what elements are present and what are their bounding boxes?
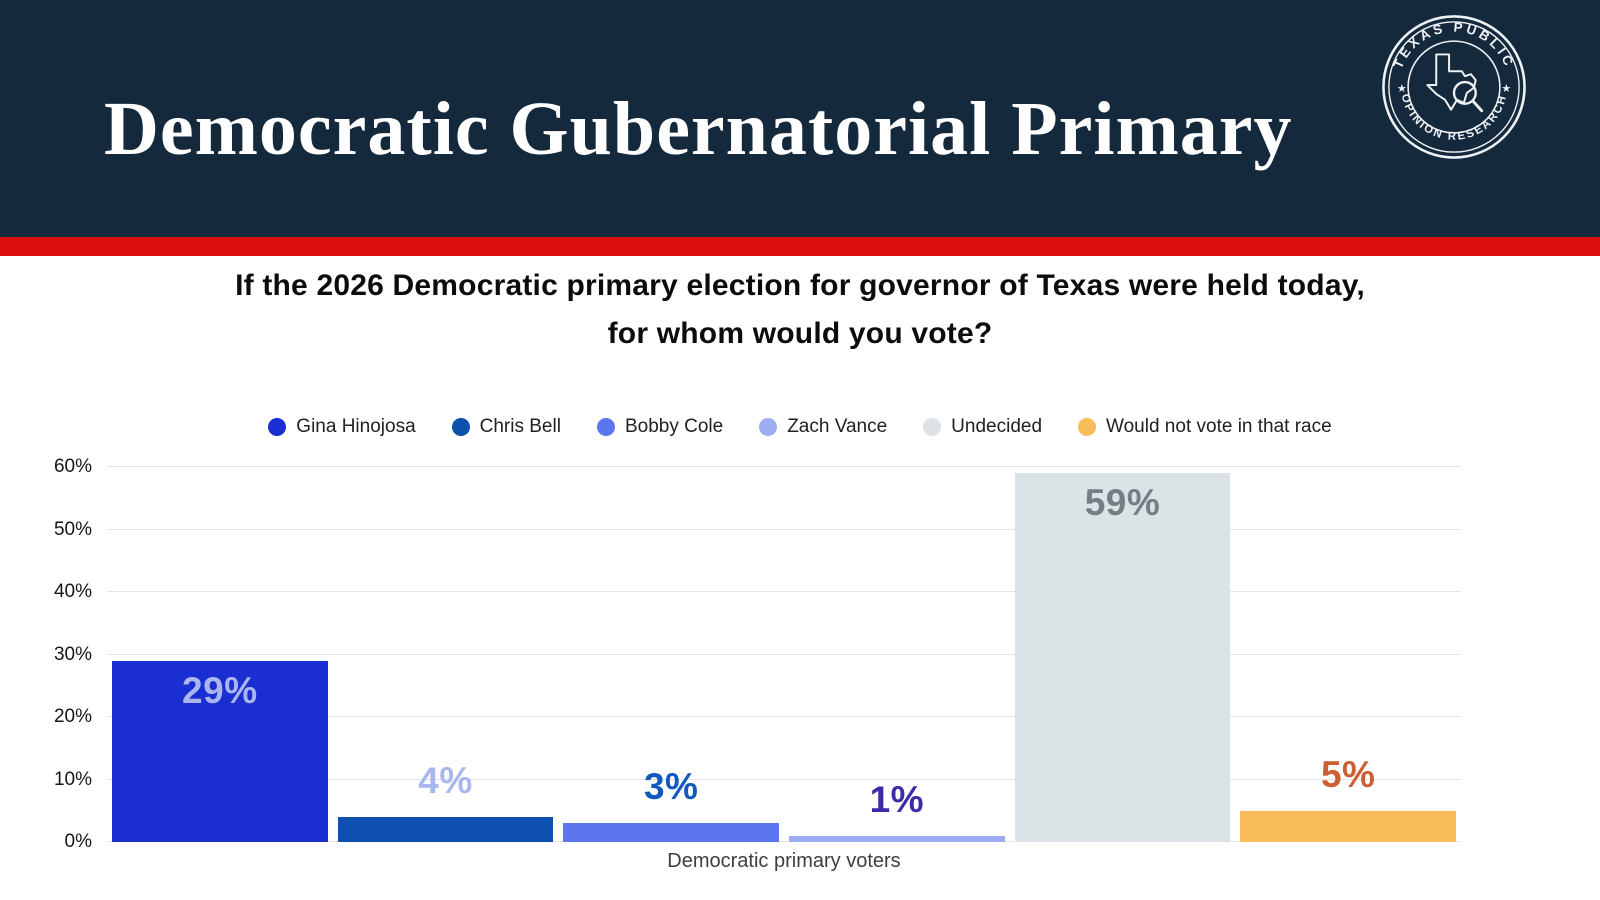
bar-slot-zach-vance: 1% — [784, 467, 1010, 842]
bar-slot-undecided: 59% — [1010, 467, 1236, 842]
bar — [111, 660, 328, 842]
bar-value-label: 4% — [418, 760, 473, 801]
y-axis-tick: 0% — [64, 831, 92, 852]
legend-swatch-icon — [268, 418, 287, 436]
texas-public-opinion-research-logo: TEXAS PUBLIC OPINION RESEARCH ★ ★ — [1382, 15, 1526, 159]
bar — [1014, 473, 1231, 842]
y-axis-tick: 10% — [53, 768, 92, 790]
bar-value-label: 59% — [1084, 482, 1161, 524]
header-banner: Democratic Gubernatorial Primary TEXAS P… — [0, 0, 1600, 237]
legend-label: Gina Hinojosa — [296, 416, 416, 437]
logo-text-top: TEXAS PUBLIC — [1390, 19, 1517, 70]
bar-value-label: 29% — [182, 669, 258, 711]
bar — [788, 835, 1005, 842]
gridline — [107, 466, 1461, 467]
legend-swatch-icon — [596, 418, 615, 436]
y-axis-tick-labels: 0% 10% 20% 30% 40% 50% 60% — [0, 457, 92, 852]
legend-item: Undecided — [923, 416, 1042, 438]
gridline — [107, 841, 1461, 842]
bar — [337, 817, 554, 842]
red-accent-stripe — [0, 237, 1600, 256]
y-axis-tick: 40% — [53, 581, 92, 602]
bar-slot-chris-bell: 4% — [333, 467, 559, 842]
x-axis-label: Democratic primary voters — [667, 850, 901, 872]
gridline — [107, 716, 1461, 717]
legend-swatch-icon — [759, 418, 778, 436]
bar-chart-plot-area: 29% 4% 3% 1% 59% 5% — [107, 466, 1461, 842]
logo-star-left: ★ — [1397, 83, 1407, 95]
bar-slot-would-not-vote-in-that-race: 5% — [1235, 467, 1461, 842]
y-axis-tick: 60% — [53, 456, 92, 477]
bar-value-label: 5% — [1320, 753, 1376, 795]
legend-item: Chris Bell — [451, 416, 561, 438]
page-title: Democratic Gubernatorial Primary — [104, 87, 1293, 171]
bar-value-label: 3% — [643, 766, 699, 808]
bar-value-label: 1% — [869, 778, 925, 820]
bar — [563, 823, 780, 842]
legend-swatch-icon — [451, 418, 470, 436]
magnifier-lens-icon — [1452, 80, 1477, 105]
bar-group: 29% 4% 3% 1% 59% 5% — [107, 467, 1461, 842]
survey-question-line2: for whom would you vote? — [607, 317, 993, 350]
legend-label: Would not vote in that race — [1106, 416, 1332, 437]
bar — [1240, 810, 1457, 842]
legend-swatch-icon — [923, 418, 942, 436]
y-axis-tick: 50% — [53, 518, 92, 540]
legend-swatch-icon — [1078, 418, 1097, 436]
logo-text-bottom: OPINION RESEARCH — [1399, 93, 1510, 143]
legend-label: Bobby Cole — [624, 416, 724, 437]
legend-item: Zach Vance — [759, 416, 887, 438]
gridline — [107, 528, 1461, 530]
bar-slot-bobby-cole: 3% — [558, 467, 784, 842]
logo-star-right: ★ — [1501, 83, 1511, 95]
texas-outline-icon — [1426, 53, 1477, 111]
legend-item: Gina Hinojosa — [268, 416, 416, 438]
chart-legend: Gina Hinojosa Chris Bell Bobby Cole Zach Va… — [0, 413, 1600, 441]
gridline — [107, 653, 1461, 655]
survey-question: If the 2026 Democratic primary election … — [0, 262, 1600, 358]
bar-slot-gina-hinojosa: 29% — [107, 467, 333, 842]
y-axis-tick: 30% — [53, 643, 92, 665]
gridline — [107, 591, 1461, 592]
legend-label: Chris Bell — [479, 416, 561, 437]
y-axis-tick: 20% — [53, 706, 92, 727]
magnifier-handle-icon — [1471, 99, 1484, 113]
survey-question-line1: If the 2026 Democratic primary election … — [235, 269, 1365, 302]
legend-label: Undecided — [951, 416, 1043, 437]
gridline — [107, 778, 1461, 780]
legend-item: Would not vote in that race — [1078, 416, 1332, 438]
legend-label: Zach Vance — [787, 416, 888, 437]
legend-item: Bobby Cole — [596, 416, 724, 438]
